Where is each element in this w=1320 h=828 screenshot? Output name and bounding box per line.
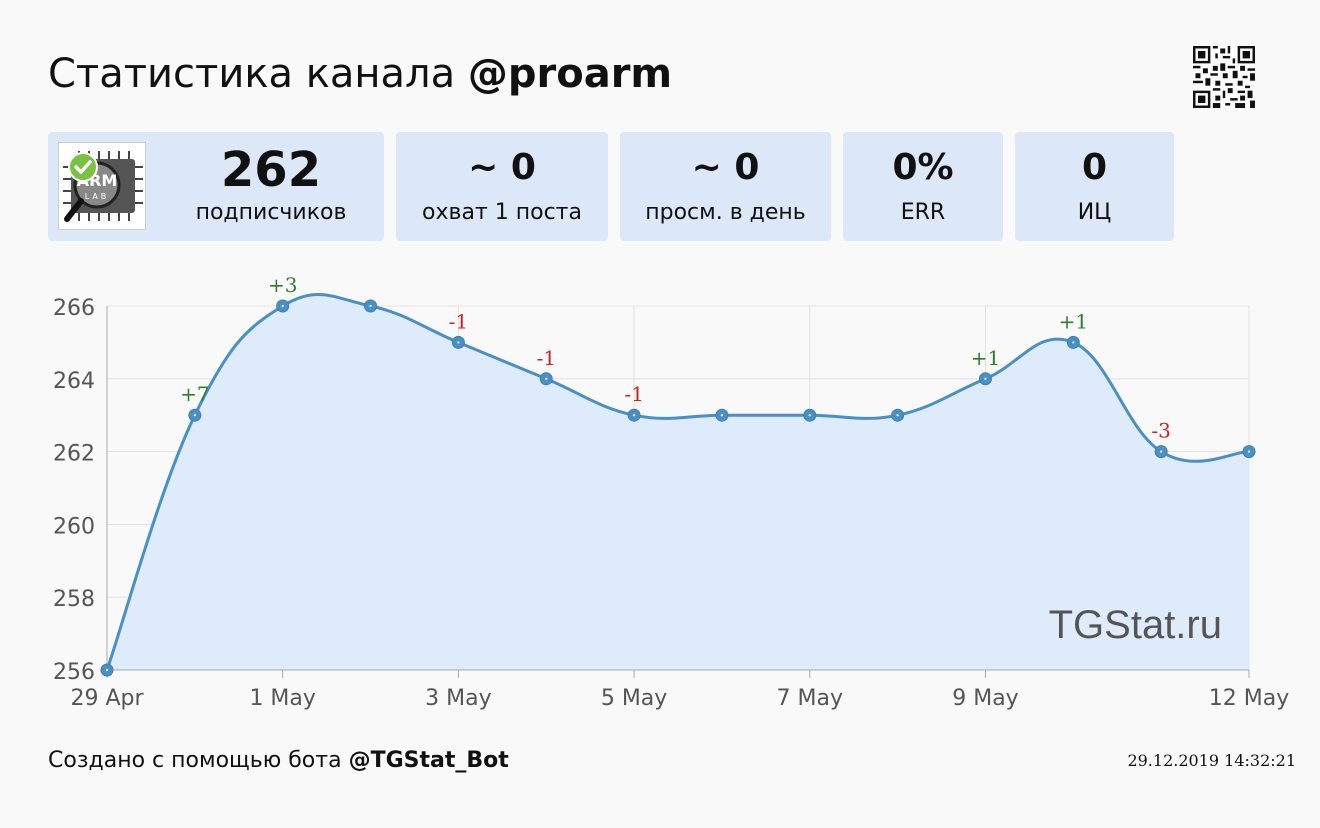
chart-point-center [105,668,109,672]
chart-annotation-label: -3 [1151,419,1170,443]
y-tick-label: 256 [53,660,95,685]
verified-badge-icon [68,152,98,182]
daily-views-label: просм. в день [645,200,806,225]
chart-annotation-label: -1 [449,309,468,333]
chart-area-fill [107,294,1249,670]
err-card: 0% ERR [843,132,1003,241]
chart-annotations: +7 +3 -1 -1 -1 +1 +1 -3 [180,273,1171,443]
ic-value: 0 [1081,147,1108,188]
title-prefix: Статистика канала [48,51,456,97]
page-title: Статистика канала @proarm [48,48,672,100]
err-value: 0% [892,147,954,188]
x-tick-label: 7 May [777,686,843,711]
daily-views-value: ~ 0 [691,147,760,188]
chart-point-center [1159,450,1163,453]
chart-axes: 256 258 260 262 264 266 29 Apr 1 May 3 May 5 May 7… [53,296,1289,711]
chart-point-center [545,377,548,380]
chart-annotation-label: +1 [971,346,1000,370]
footer-timestamp: 29.12.2019 14:32:21 [1127,751,1296,770]
svg-text:LAB: LAB [85,192,110,201]
y-tick-label: 266 [53,296,95,321]
qr-code-icon [1193,46,1255,108]
x-tick-label: 9 May [952,686,1018,711]
chart-point-center [1072,341,1075,344]
avatar: ARM LAB [58,142,146,230]
reach-value: ~ 0 [468,147,536,188]
chart-annotation-label: +1 [1059,309,1088,333]
chart-point-center [1247,450,1251,453]
subscribers-chart: 256 258 260 262 264 266 29 Apr 1 May 3 May 5 May 7… [53,273,1289,711]
daily-views-card: ~ 0 просм. в день [620,132,831,241]
x-tick-label: 3 May [425,686,491,711]
chart-point-center [632,414,636,417]
x-tick-label: 29 Apr [70,686,144,711]
chart-annotation-label: +3 [268,273,297,297]
err-label: ERR [900,200,946,225]
x-tick-label: 1 May [249,686,315,711]
reach-label: охват 1 поста [422,200,582,225]
subscribers-label: подписчиков [195,200,347,225]
chart-annotation-label: +7 [180,382,209,406]
footer-credit: Создано с помощью бота @TGStat_Bot [48,746,509,776]
chart-point-center [984,377,987,380]
y-tick-label: 262 [53,442,95,467]
footer-bot-link[interactable]: @TGStat_Bot [348,748,509,773]
footer-prefix: Создано с помощью бота [48,748,342,773]
chart-watermark: TGStat.ru [1049,603,1222,647]
chart-point-center [369,304,372,308]
chart-annotation-label: -1 [536,346,555,370]
y-tick-label: 264 [53,369,95,394]
x-tick-label: 5 May [601,686,667,711]
channel-name: @proarm [467,51,673,97]
ic-label: ИЦ [1077,200,1112,225]
chart-point-center [193,414,197,417]
reach-card: ~ 0 охват 1 поста [396,132,608,241]
chart-point-center [457,341,460,344]
chart-annotation-label: -1 [624,382,643,406]
stats-cards: ARM LAB 262 подписчиков ~ 0 охват 1 пост… [0,132,1320,242]
subscribers-value: 262 [220,142,322,198]
chart-point-center [720,414,724,417]
chart-point-center [281,304,284,308]
chart-points [100,299,1256,677]
ic-card: 0 ИЦ [1015,132,1174,241]
chart-point-center [808,414,811,417]
y-tick-label: 258 [53,587,95,612]
chart-point-center [896,414,899,417]
y-tick-label: 260 [53,514,95,539]
subscribers-card: ARM LAB 262 подписчиков [48,132,384,241]
x-tick-label: 12 May [1209,686,1289,711]
channel-logo-icon: ARM LAB [59,143,145,229]
